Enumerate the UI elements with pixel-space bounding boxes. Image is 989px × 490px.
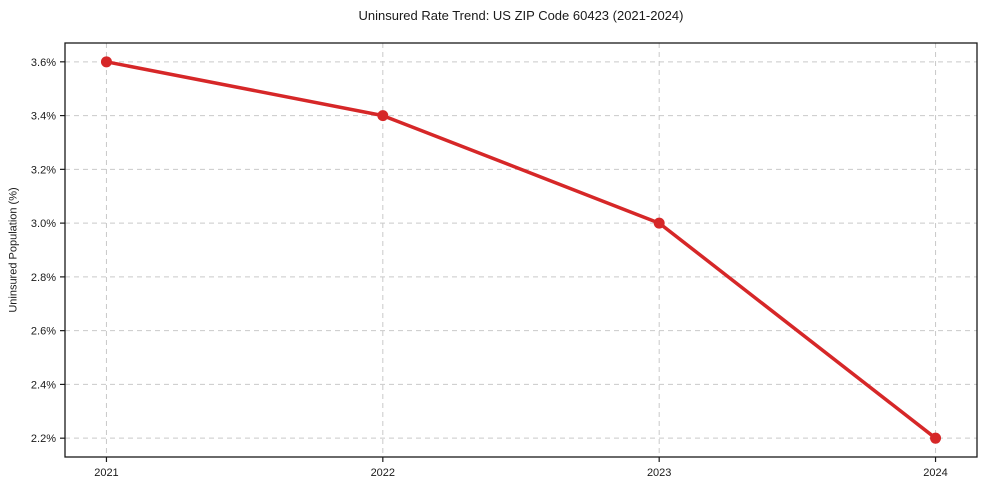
y-axis-tick-labels: 2.2% 2.4% 2.6% 2.8% 3.0% 3.2% 3.4% 3.6%	[31, 57, 56, 445]
x-tick-label: 2022	[371, 467, 395, 479]
x-tick-label: 2023	[647, 467, 671, 479]
y-tick-label: 3.2%	[31, 164, 56, 176]
y-tick-label: 2.6%	[31, 326, 56, 338]
data-point-marker	[377, 110, 389, 122]
chart-title: Uninsured Rate Trend: US ZIP Code 60423 …	[358, 8, 684, 23]
gridlines	[65, 43, 977, 457]
y-tick-label: 2.2%	[31, 433, 56, 445]
y-tick-label: 3.6%	[31, 57, 56, 69]
data-point-marker	[100, 56, 112, 68]
x-tick-label: 2024	[923, 467, 947, 479]
y-tick-label: 2.8%	[31, 272, 56, 284]
y-tick-label: 3.4%	[31, 111, 56, 123]
data-line	[104, 60, 938, 440]
x-tick-label: 2021	[94, 467, 118, 479]
y-tick-label: 3.0%	[31, 218, 56, 230]
x-axis-tick-labels: 2021 2022 2023 2024	[94, 467, 948, 479]
data-point-marker	[930, 432, 942, 444]
axis-ticks	[60, 61, 937, 462]
data-points	[100, 56, 942, 444]
y-tick-label: 2.4%	[31, 379, 56, 391]
axes-spine-box	[64, 42, 978, 458]
data-point-marker	[653, 217, 665, 229]
